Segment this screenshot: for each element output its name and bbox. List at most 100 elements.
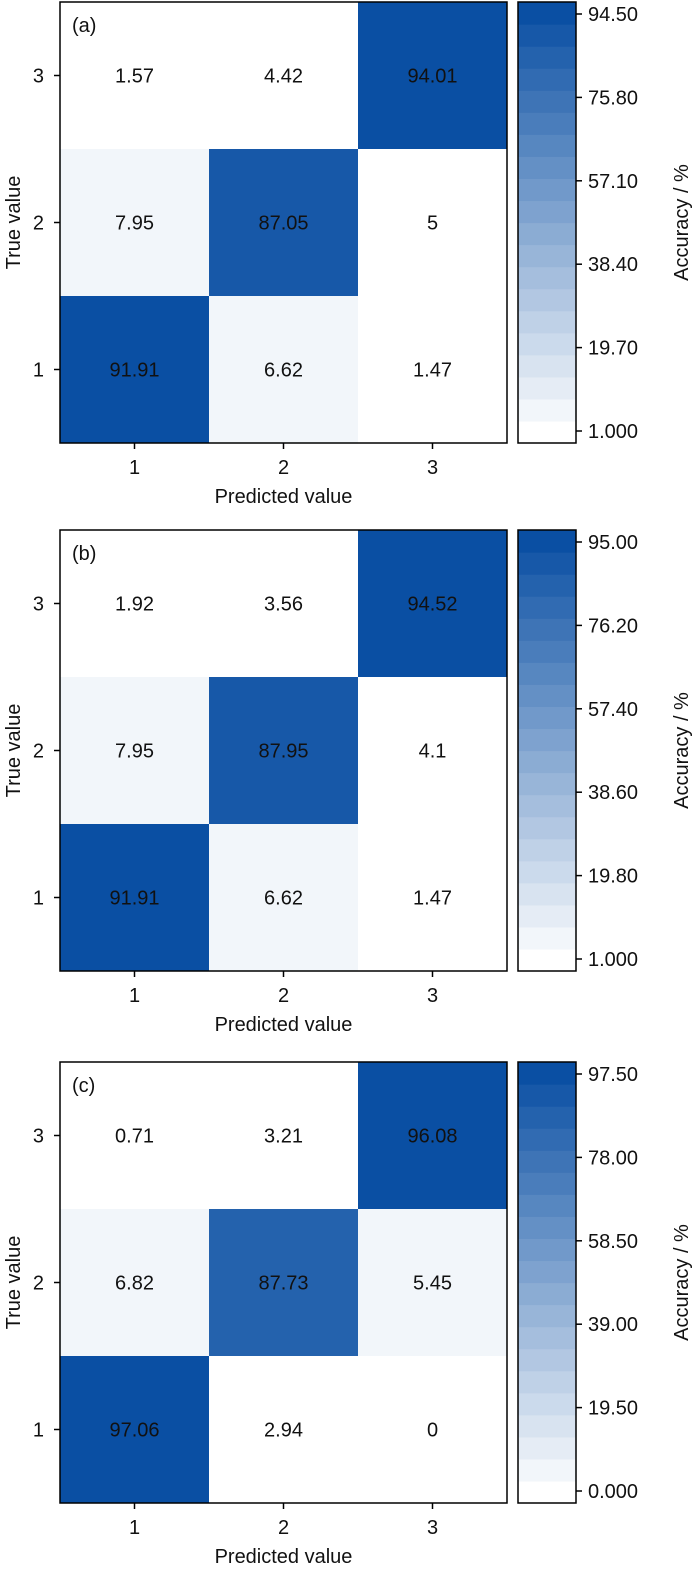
heatmap-cell <box>209 824 358 971</box>
colorbar-tick-label: 1.000 <box>588 421 638 443</box>
x-tick-label: 3 <box>427 457 438 479</box>
colorbar-band <box>518 1458 576 1482</box>
cell-value-label: 3.21 <box>264 1126 303 1148</box>
confusion-matrix-panel-c: 0.71 3.21 96.08 6.82 87.73 5.45 97.06 2.94 0 (c) 3… <box>0 1060 700 1575</box>
y-axis-label: True value <box>3 704 25 798</box>
colorbar-band <box>518 750 576 774</box>
colorbar-frame <box>517 529 577 972</box>
heatmap-cell <box>209 1356 358 1503</box>
heatmap-cell <box>358 1356 507 1503</box>
heatmap-cell <box>209 1209 358 1356</box>
heatmap-cell <box>60 296 209 443</box>
cell-value-label: 6.62 <box>264 888 303 910</box>
colorbar-band <box>518 640 576 663</box>
colorbar-band <box>518 24 576 47</box>
colorbar-band <box>518 222 576 246</box>
colorbar-tick-label: 0.000 <box>588 1481 638 1503</box>
cell-value-label: 7.95 <box>115 213 154 235</box>
heatmap-cell <box>60 677 209 824</box>
cell-value-label: 96.08 <box>407 1126 457 1148</box>
colorbar-band <box>518 772 576 796</box>
colorbar-band <box>518 244 576 268</box>
cell-value-label: 87.95 <box>258 741 308 763</box>
colorbar-band <box>518 354 576 378</box>
colorbar-band <box>518 904 576 928</box>
colorbar-tick-label: 58.50 <box>588 1231 638 1253</box>
cell-value-label: 91.91 <box>109 888 159 910</box>
colorbar-band <box>518 838 576 862</box>
x-tick-label: 1 <box>129 985 140 1007</box>
cell-value-label: 91.91 <box>109 360 159 382</box>
colorbar-band <box>518 816 576 840</box>
panel-label: (a) <box>72 15 96 37</box>
colorbar-band <box>518 90 576 113</box>
colorbar-tick-label: 38.60 <box>588 782 638 804</box>
x-tick-label: 1 <box>129 457 140 479</box>
y-tick-label: 3 <box>33 1126 44 1148</box>
cell-value-label: 87.73 <box>258 1273 308 1295</box>
colorbar-band <box>518 1370 576 1394</box>
colorbar-band <box>518 1194 576 1217</box>
colorbar-band <box>518 1062 576 1085</box>
colorbar-band <box>518 1084 576 1107</box>
colorbar-tick-label: 1.000 <box>588 949 638 971</box>
heatmap-cell <box>60 1356 209 1503</box>
x-axis-label: Predicted value <box>215 1014 353 1036</box>
colorbar-band <box>518 156 576 179</box>
colorbar-band <box>518 376 576 400</box>
colorbar-band <box>518 926 576 950</box>
heatmap-cell <box>60 824 209 971</box>
y-tick-label: 1 <box>33 888 44 910</box>
heatmap-cell <box>209 530 358 677</box>
colorbar-band <box>518 2 576 25</box>
heatmap-cell <box>209 149 358 296</box>
colorbar-band <box>518 882 576 906</box>
heatmap-cell <box>358 824 507 971</box>
y-axis-label: True value <box>3 1236 25 1330</box>
cell-value-label: 4.42 <box>264 66 303 88</box>
cell-value-label: 3.56 <box>264 594 303 616</box>
colorbar-tick-label: 76.20 <box>588 615 638 637</box>
x-tick-label: 2 <box>278 1517 289 1539</box>
cell-value-label: 6.82 <box>115 1273 154 1295</box>
heatmap-cell <box>358 1209 507 1356</box>
colorbar-band <box>518 1392 576 1416</box>
heatmap-cell <box>60 1062 209 1209</box>
heatmap-svg: 0.71 3.21 96.08 6.82 87.73 5.45 97.06 2.94 0 (c) 3… <box>3 1061 693 1568</box>
heatmap-cell <box>60 2 209 149</box>
colorbar-band <box>518 728 576 752</box>
colorbar-tick-label: 39.00 <box>588 1314 638 1336</box>
colorbar-band <box>518 618 576 641</box>
cell-value-label: 4.1 <box>419 741 447 763</box>
colorbar-label: Accuracy / % <box>671 164 693 281</box>
heatmap-cell <box>358 2 507 149</box>
y-tick-label: 2 <box>33 213 44 235</box>
y-tick-label: 1 <box>33 360 44 382</box>
colorbar-band <box>518 1216 576 1239</box>
x-tick-label: 3 <box>427 985 438 1007</box>
heatmap-cell <box>209 1062 358 1209</box>
heatmap-cell <box>358 149 507 296</box>
colorbar-tick-label: 19.80 <box>588 866 638 888</box>
x-tick-label: 2 <box>278 457 289 479</box>
heatmap-cell <box>209 677 358 824</box>
colorbar-band <box>518 68 576 91</box>
heatmap-cell <box>209 296 358 443</box>
colorbar-frame <box>517 1061 577 1504</box>
cell-value-label: 1.47 <box>413 888 452 910</box>
colorbar-band <box>518 1348 576 1372</box>
y-tick-label: 1 <box>33 1420 44 1442</box>
panel-label: (c) <box>72 1075 95 1097</box>
colorbar-band <box>518 1436 576 1460</box>
cell-value-label: 94.52 <box>407 594 457 616</box>
y-axis-label: True value <box>3 176 25 270</box>
colorbar-band <box>518 1150 576 1173</box>
cell-value-label: 5 <box>427 213 438 235</box>
x-axis-label: Predicted value <box>215 1546 353 1568</box>
colorbar-band <box>518 948 576 972</box>
colorbar-band <box>518 112 576 135</box>
colorbar-band <box>518 860 576 884</box>
cell-value-label: 1.57 <box>115 66 154 88</box>
heatmap-cell <box>358 677 507 824</box>
